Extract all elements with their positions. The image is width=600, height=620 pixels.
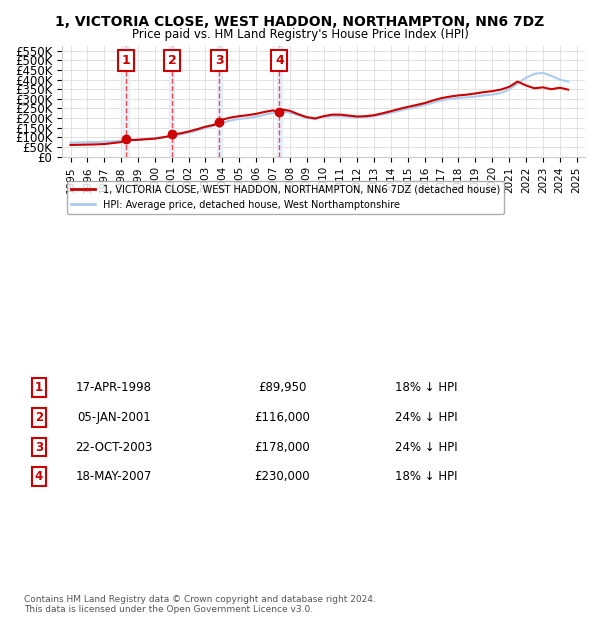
Bar (217, 46, 221, 156)
Text: £116,000: £116,000 (254, 411, 310, 423)
Legend: 1, VICTORIA CLOSE, WEST HADDON, NORTHAMPTON, NN6 7DZ (detached house), HPI: Aver: 1, VICTORIA CLOSE, WEST HADDON, NORTHAMP… (67, 181, 504, 213)
Text: 18% ↓ HPI: 18% ↓ HPI (395, 381, 457, 394)
Bar (169, 46, 175, 156)
Text: 17-APR-1998: 17-APR-1998 (76, 381, 152, 394)
Text: 4: 4 (275, 54, 284, 67)
Text: 18-MAY-2007: 18-MAY-2007 (76, 471, 152, 483)
Text: 1: 1 (35, 381, 43, 394)
Text: 24% ↓ HPI: 24% ↓ HPI (395, 411, 457, 423)
Text: 2: 2 (35, 411, 43, 423)
Text: 22-OCT-2003: 22-OCT-2003 (76, 441, 152, 453)
Text: 1: 1 (122, 54, 130, 67)
Text: 05-JAN-2001: 05-JAN-2001 (77, 411, 151, 423)
Text: 3: 3 (35, 441, 43, 453)
Text: 2: 2 (167, 54, 176, 67)
Text: 1, VICTORIA CLOSE, WEST HADDON, NORTHAMPTON, NN6 7DZ: 1, VICTORIA CLOSE, WEST HADDON, NORTHAMP… (55, 16, 545, 30)
Text: £89,950: £89,950 (258, 381, 306, 394)
Text: This data is licensed under the Open Government Licence v3.0.: This data is licensed under the Open Gov… (24, 604, 313, 614)
Text: 4: 4 (35, 471, 43, 483)
Text: 24% ↓ HPI: 24% ↓ HPI (395, 441, 457, 453)
Text: Contains HM Land Registry data © Crown copyright and database right 2024.: Contains HM Land Registry data © Crown c… (24, 595, 376, 604)
Bar (124, 46, 128, 156)
Text: 18% ↓ HPI: 18% ↓ HPI (395, 471, 457, 483)
Text: 3: 3 (215, 54, 223, 67)
Text: £178,000: £178,000 (254, 441, 310, 453)
Bar (277, 46, 282, 156)
Text: £230,000: £230,000 (254, 471, 310, 483)
Text: Price paid vs. HM Land Registry's House Price Index (HPI): Price paid vs. HM Land Registry's House … (131, 28, 469, 41)
